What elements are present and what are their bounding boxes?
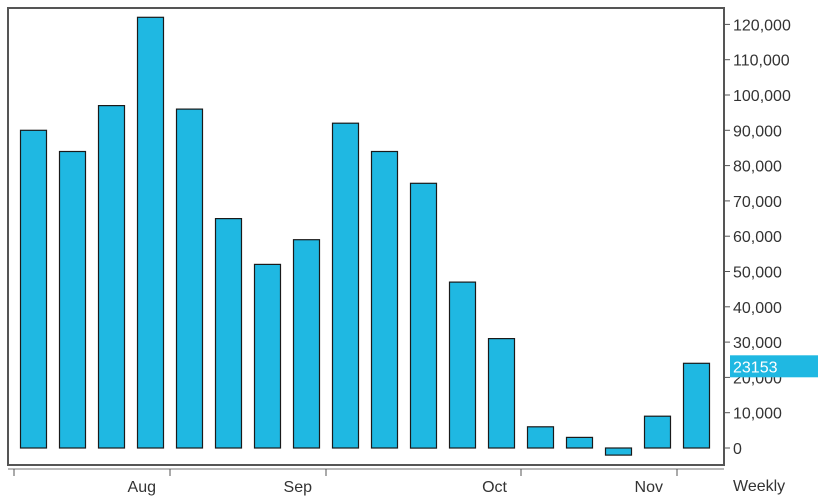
- bar-15: [565, 436, 594, 449]
- x-tick-label: Sep: [284, 479, 313, 496]
- y-tick-label: 110,000: [733, 53, 790, 70]
- y-tick-label: 0: [733, 441, 742, 458]
- bar-12: [448, 281, 477, 449]
- bars-group: [19, 16, 711, 456]
- bar-9: [331, 122, 360, 449]
- y-axis: 010,00020,00030,00040,00050,00060,00070,…: [724, 17, 791, 458]
- bar-16: [604, 447, 633, 456]
- bar-8: [292, 239, 321, 449]
- y-tick-label: 120,000: [733, 17, 791, 34]
- x-tick-label: Oct: [482, 479, 507, 496]
- y-tick-label: 30,000: [733, 335, 782, 352]
- x-tick-label: Nov: [635, 479, 663, 496]
- plot-area: [7, 7, 725, 466]
- y-tick-label: 60,000: [733, 229, 782, 246]
- x-tick-label: Aug: [128, 479, 156, 496]
- last-value-badge-label: 23153: [733, 359, 778, 376]
- y-tick-label: 80,000: [733, 159, 782, 176]
- bar-7: [253, 263, 282, 449]
- y-tick-label: 40,000: [733, 300, 782, 317]
- bar-6: [214, 218, 243, 449]
- last-value-badge: 23153: [730, 355, 818, 378]
- bar-3: [97, 104, 126, 449]
- bar-2: [58, 150, 87, 449]
- bar-17: [643, 415, 672, 449]
- y-tick-label: 50,000: [733, 265, 782, 282]
- bar-18: [682, 362, 711, 449]
- last-value-badge-bg: [730, 355, 818, 378]
- x-axis: JulAugSepOctNov: [13, 469, 678, 496]
- y-tick-label: 70,000: [733, 194, 782, 211]
- y-tick-label: 90,000: [733, 123, 782, 140]
- y-tick-label: 10,000: [733, 406, 782, 423]
- bar-5: [175, 108, 204, 449]
- bar-4: [136, 16, 165, 449]
- bar-14: [526, 426, 555, 449]
- bar-1: [19, 129, 48, 449]
- bar-11: [409, 182, 438, 449]
- bar-10: [370, 150, 399, 449]
- y-tick-label: 100,000: [733, 88, 791, 105]
- period-label: Weekly: [733, 478, 785, 495]
- bar-13: [487, 338, 516, 449]
